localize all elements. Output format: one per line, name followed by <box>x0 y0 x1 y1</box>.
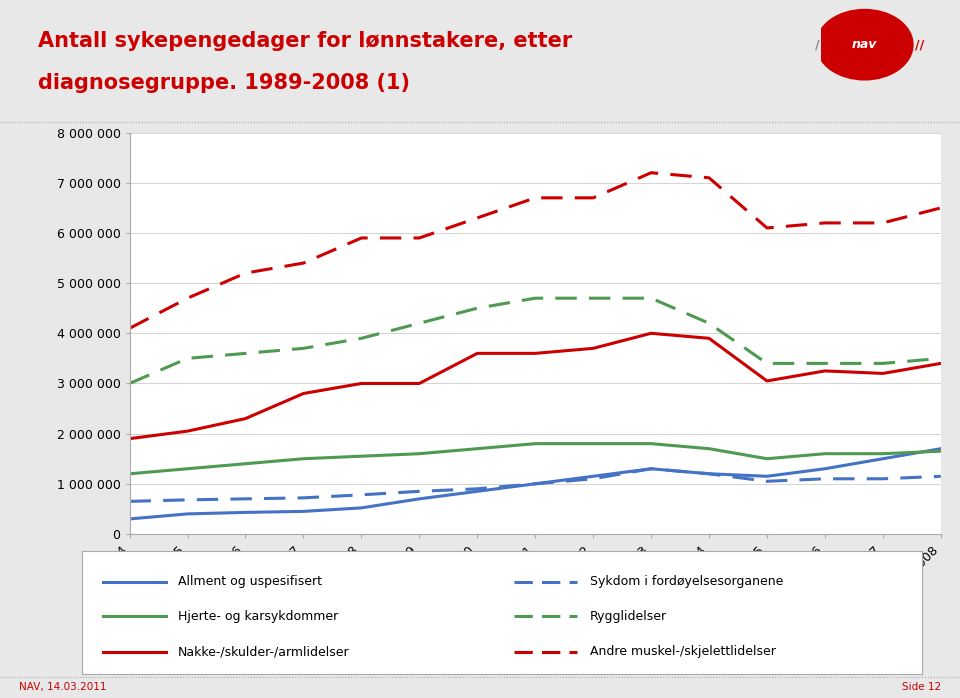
Text: Andre muskel-/skjelettlidelser: Andre muskel-/skjelettlidelser <box>589 645 776 658</box>
Text: Antall sykepengedager for lønnstakere, etter: Antall sykepengedager for lønnstakere, e… <box>38 31 573 52</box>
Text: diagnosegruppe. 1989-2008 (1): diagnosegruppe. 1989-2008 (1) <box>38 73 411 94</box>
Text: NAV, 14.03.2011: NAV, 14.03.2011 <box>19 682 107 692</box>
Text: nav: nav <box>852 38 877 51</box>
Text: //: // <box>915 38 924 51</box>
Text: Side 12: Side 12 <box>901 682 941 692</box>
Text: Nakke-/skulder-/armlidelser: Nakke-/skulder-/armlidelser <box>179 645 349 658</box>
Text: Sykdom i fordøyelsesorganene: Sykdom i fordøyelsesorganene <box>589 575 783 588</box>
Text: Hjerte- og karsykdommer: Hjerte- og karsykdommer <box>179 609 339 623</box>
Text: Rygglidelser: Rygglidelser <box>589 609 667 623</box>
Text: Allment og uspesifisert: Allment og uspesifisert <box>179 575 323 588</box>
Circle shape <box>816 10 913 80</box>
Text: /: / <box>815 38 820 51</box>
